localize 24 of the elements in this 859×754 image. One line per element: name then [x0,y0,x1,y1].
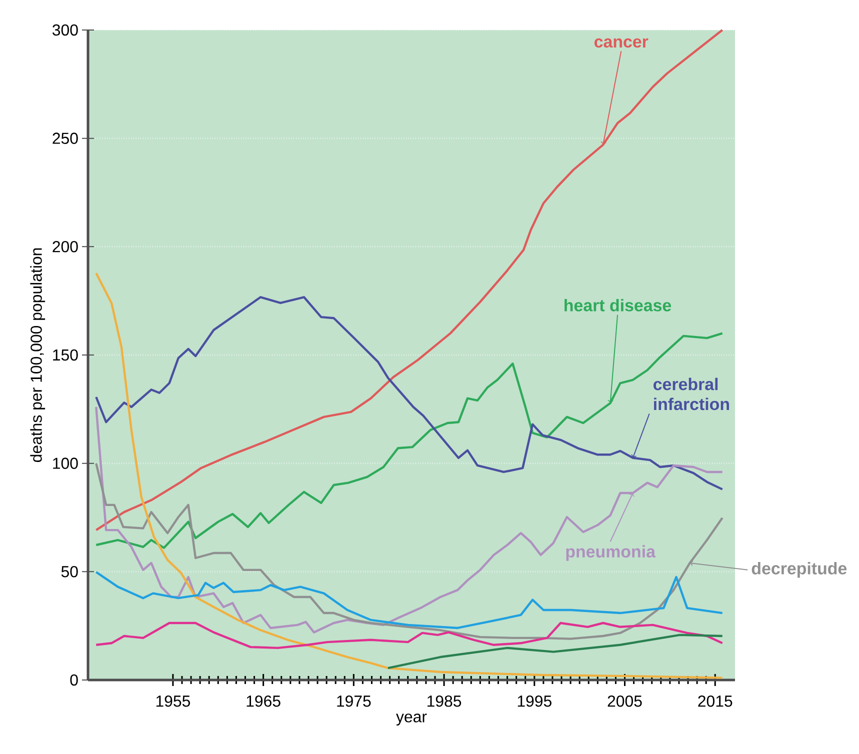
series-label: heart disease [564,298,672,312]
y-tick-label: 100 [53,458,78,469]
x-tick-label: 1965 [246,696,280,707]
x-tick-label: 2015 [698,696,732,707]
line-series [95,622,724,650]
y-tick-label: 0 [70,674,78,686]
y-tick-label: 50 [61,566,78,578]
y-tick-label: 150 [53,349,78,361]
text: cerebral infarction [654,378,729,410]
x-tick-label: 1955 [156,696,190,707]
line-series [95,570,724,630]
y-tick-label: 200 [52,241,78,252]
series-label: cancer [594,38,648,48]
y-axis-title: deaths per 100,000 population [30,248,46,462]
x-tick-label: 1995 [518,696,552,707]
y-tick-label: 300 [52,24,78,36]
y-tick-label: 250 [52,132,78,144]
x-tick-label: 2005 [608,696,642,707]
x-tick-label: 1975 [337,696,371,707]
series-label: pneumonia [566,545,656,561]
line-series [386,634,724,670]
x-tick-label: 1985 [428,696,462,707]
x-axis-title: year [396,714,427,726]
legend-label: decrepitude [752,562,847,578]
